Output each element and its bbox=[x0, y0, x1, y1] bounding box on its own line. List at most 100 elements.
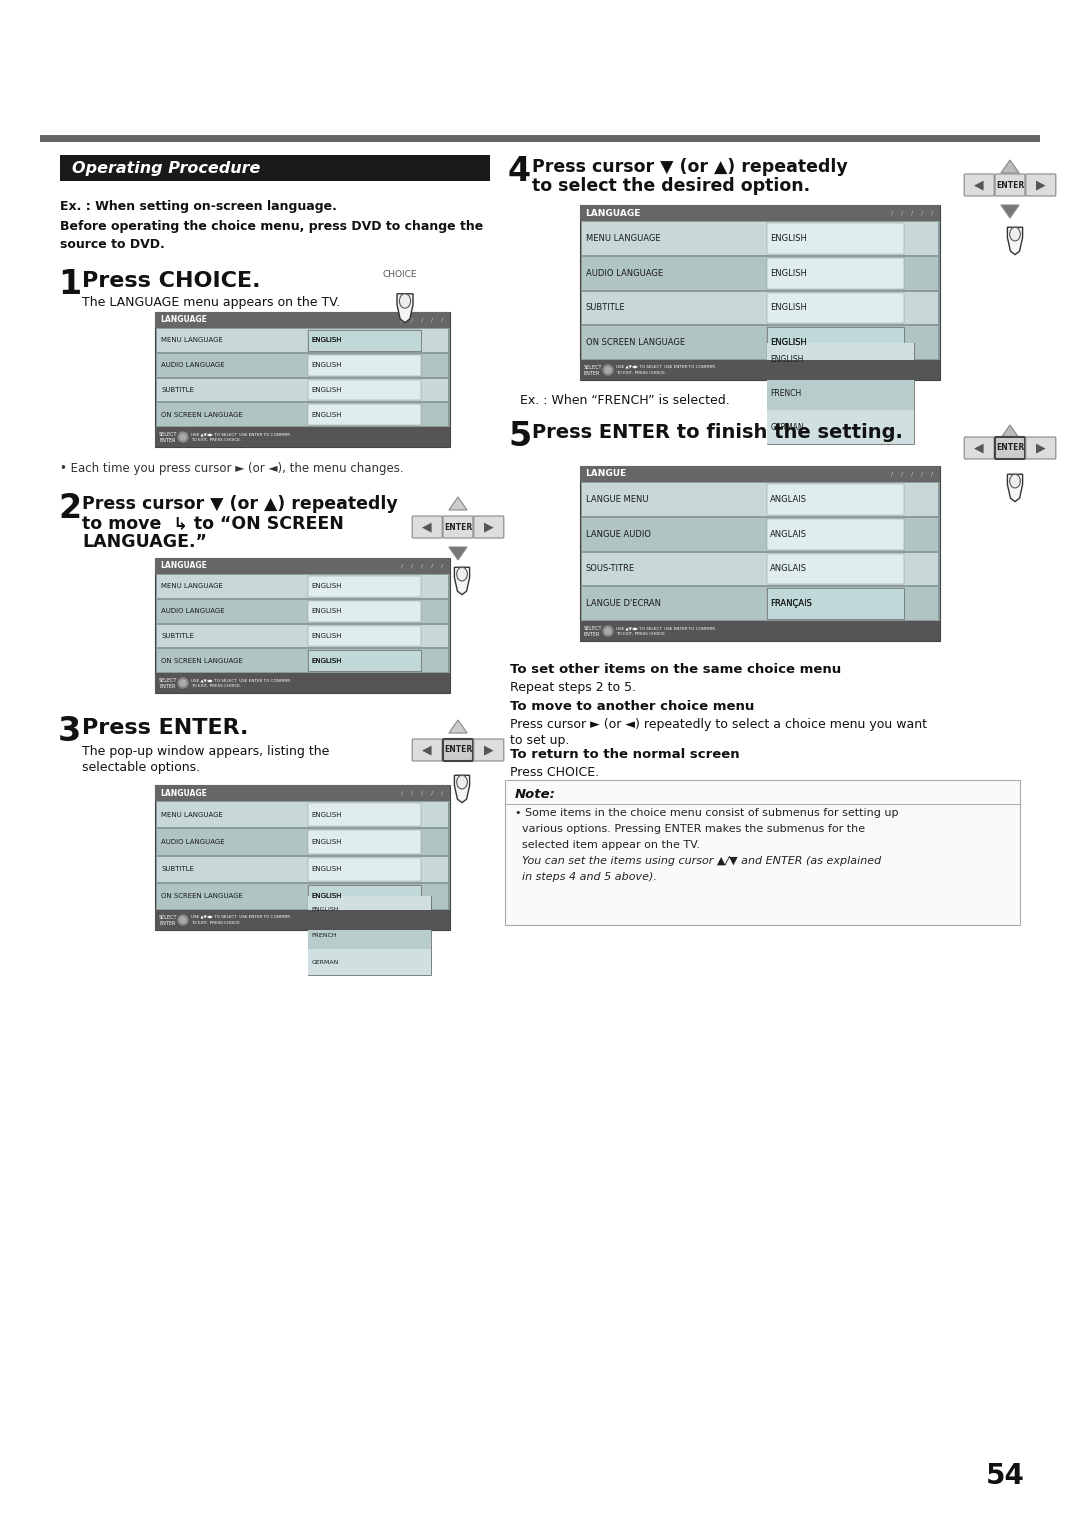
Text: /: / bbox=[401, 790, 403, 795]
FancyBboxPatch shape bbox=[413, 515, 442, 538]
Text: LANGUE AUDIO: LANGUE AUDIO bbox=[586, 529, 651, 538]
FancyBboxPatch shape bbox=[156, 673, 450, 693]
Text: ENGLISH: ENGLISH bbox=[311, 865, 342, 872]
Text: in steps 4 and 5 above).: in steps 4 and 5 above). bbox=[515, 872, 657, 882]
FancyBboxPatch shape bbox=[157, 575, 448, 598]
Text: ENTER: ENTER bbox=[996, 180, 1024, 190]
FancyBboxPatch shape bbox=[582, 326, 939, 359]
Text: ◀: ◀ bbox=[422, 520, 432, 534]
Ellipse shape bbox=[400, 294, 410, 309]
FancyBboxPatch shape bbox=[156, 558, 450, 693]
Text: SOUS-TITRE: SOUS-TITRE bbox=[586, 564, 635, 573]
FancyBboxPatch shape bbox=[309, 625, 420, 647]
Text: TO EXIT, PRESS CHOICE.: TO EXIT, PRESS CHOICE. bbox=[191, 683, 241, 688]
Text: ENGLISH: ENGLISH bbox=[311, 839, 342, 846]
Text: TO EXIT, PRESS CHOICE.: TO EXIT, PRESS CHOICE. bbox=[191, 437, 241, 442]
Text: Note:: Note: bbox=[515, 787, 556, 801]
Circle shape bbox=[178, 914, 188, 925]
FancyBboxPatch shape bbox=[474, 515, 503, 538]
Text: ▶: ▶ bbox=[1036, 179, 1045, 191]
FancyBboxPatch shape bbox=[309, 803, 420, 826]
Text: /: / bbox=[901, 211, 903, 216]
Circle shape bbox=[180, 917, 186, 924]
Text: ENGLISH: ENGLISH bbox=[311, 893, 342, 899]
Text: USE ▲▼◀▶ TO SELECT  USE ENTER TO CONFIRM.: USE ▲▼◀▶ TO SELECT USE ENTER TO CONFIRM. bbox=[616, 365, 716, 368]
FancyBboxPatch shape bbox=[582, 483, 939, 515]
Text: source to DVD.: source to DVD. bbox=[60, 239, 165, 251]
FancyBboxPatch shape bbox=[60, 154, 490, 180]
Text: ENGLISH: ENGLISH bbox=[311, 657, 342, 664]
Text: /: / bbox=[931, 471, 933, 477]
Text: AUDIO LANGUAGE: AUDIO LANGUAGE bbox=[161, 839, 225, 846]
Polygon shape bbox=[1001, 425, 1020, 437]
FancyBboxPatch shape bbox=[767, 258, 904, 289]
Ellipse shape bbox=[1010, 474, 1021, 488]
Text: /: / bbox=[921, 211, 923, 216]
Text: Press cursor ▼ (or ▲) repeatedly: Press cursor ▼ (or ▲) repeatedly bbox=[82, 495, 397, 514]
Text: 2: 2 bbox=[58, 492, 81, 524]
Polygon shape bbox=[449, 497, 468, 511]
FancyBboxPatch shape bbox=[582, 552, 939, 586]
Text: ON SCREEN LANGUAGE: ON SCREEN LANGUAGE bbox=[161, 893, 243, 899]
FancyBboxPatch shape bbox=[157, 404, 448, 427]
Text: FRANÇAIS: FRANÇAIS bbox=[770, 599, 812, 609]
Text: USE ▲▼◀▶ TO SELECT  USE ENTER TO CONFIRM.: USE ▲▼◀▶ TO SELECT USE ENTER TO CONFIRM. bbox=[191, 433, 291, 436]
Text: ◀: ◀ bbox=[974, 442, 984, 454]
Text: /: / bbox=[421, 318, 423, 323]
Text: ENGLISH: ENGLISH bbox=[311, 338, 342, 344]
Text: ENGLISH: ENGLISH bbox=[311, 387, 342, 393]
Text: MENU LANGUAGE: MENU LANGUAGE bbox=[161, 812, 222, 818]
FancyBboxPatch shape bbox=[309, 896, 431, 976]
Text: You can set the items using cursor ▲/▼ and ENTER (as explained: You can set the items using cursor ▲/▼ a… bbox=[515, 856, 881, 865]
FancyBboxPatch shape bbox=[767, 342, 914, 443]
Text: ANGLAIS: ANGLAIS bbox=[770, 529, 807, 538]
Text: /: / bbox=[441, 564, 443, 569]
FancyBboxPatch shape bbox=[582, 257, 939, 289]
Polygon shape bbox=[449, 720, 468, 732]
FancyBboxPatch shape bbox=[580, 621, 940, 641]
Text: ◀: ◀ bbox=[974, 179, 984, 191]
Text: ENGLISH: ENGLISH bbox=[311, 633, 342, 639]
FancyBboxPatch shape bbox=[580, 466, 940, 482]
Text: ENGLISH: ENGLISH bbox=[311, 584, 342, 589]
Text: SELECT: SELECT bbox=[584, 365, 603, 370]
FancyBboxPatch shape bbox=[309, 330, 420, 350]
Text: /: / bbox=[441, 318, 443, 323]
FancyBboxPatch shape bbox=[156, 784, 450, 930]
Text: to move  ↳ to “ON SCREEN: to move ↳ to “ON SCREEN bbox=[82, 514, 343, 532]
Circle shape bbox=[605, 367, 611, 373]
Text: various options. Pressing ENTER makes the submenus for the: various options. Pressing ENTER makes th… bbox=[515, 824, 865, 833]
Text: ENTER: ENTER bbox=[159, 920, 175, 927]
Text: ENTER: ENTER bbox=[444, 523, 472, 532]
Text: ENTER: ENTER bbox=[584, 631, 600, 638]
Text: /: / bbox=[410, 790, 413, 795]
FancyBboxPatch shape bbox=[580, 359, 940, 381]
Text: Press cursor ► (or ◄) repeatedly to select a choice menu you want: Press cursor ► (or ◄) repeatedly to sele… bbox=[510, 719, 927, 731]
Text: /: / bbox=[431, 318, 433, 323]
Text: /: / bbox=[421, 790, 423, 795]
Text: Before operating the choice menu, press DVD to change the: Before operating the choice menu, press … bbox=[60, 220, 483, 232]
Text: 1: 1 bbox=[58, 268, 81, 301]
Text: Repeat steps 2 to 5.: Repeat steps 2 to 5. bbox=[510, 680, 636, 694]
FancyBboxPatch shape bbox=[580, 466, 940, 641]
Circle shape bbox=[605, 628, 611, 635]
FancyBboxPatch shape bbox=[413, 739, 442, 761]
Text: LANGUAGE: LANGUAGE bbox=[585, 208, 640, 217]
Text: GERMAN: GERMAN bbox=[311, 960, 339, 965]
FancyBboxPatch shape bbox=[767, 485, 904, 515]
Circle shape bbox=[603, 365, 613, 375]
FancyBboxPatch shape bbox=[157, 884, 448, 910]
Text: ENGLISH: ENGLISH bbox=[770, 355, 804, 364]
FancyBboxPatch shape bbox=[309, 601, 420, 621]
Text: TO EXIT, PRESS CHOICE.: TO EXIT, PRESS CHOICE. bbox=[191, 920, 241, 925]
Text: Ex. : When “FRENCH” is selected.: Ex. : When “FRENCH” is selected. bbox=[519, 394, 730, 407]
Text: selectable options.: selectable options. bbox=[82, 761, 200, 774]
Text: /: / bbox=[910, 471, 913, 477]
Text: ON SCREEN LANGUAGE: ON SCREEN LANGUAGE bbox=[161, 657, 243, 664]
Ellipse shape bbox=[1010, 228, 1021, 242]
Text: ENGLISH: ENGLISH bbox=[311, 411, 342, 417]
Text: To move to another choice menu: To move to another choice menu bbox=[510, 700, 754, 713]
FancyBboxPatch shape bbox=[580, 205, 940, 222]
FancyBboxPatch shape bbox=[767, 553, 904, 584]
Text: /: / bbox=[891, 471, 893, 477]
